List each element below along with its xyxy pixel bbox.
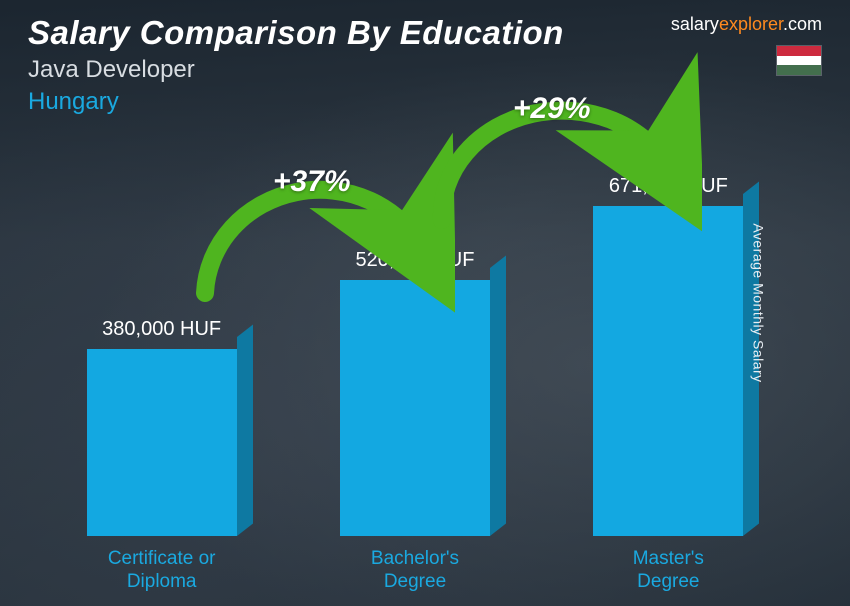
bar bbox=[87, 349, 237, 536]
bar-group: 520,000 HUF bbox=[313, 170, 516, 536]
flag-icon bbox=[776, 45, 822, 76]
flag-stripe-3 bbox=[777, 65, 821, 75]
title-block: Salary Comparison By Education Java Deve… bbox=[28, 14, 564, 116]
bar-group: 380,000 HUF bbox=[60, 170, 263, 536]
bar-chart: 380,000 HUF 520,000 HUF 671,000 HUF bbox=[60, 170, 770, 536]
brand-block: salaryexplorer.com bbox=[671, 14, 822, 76]
bar-side-face bbox=[490, 255, 506, 536]
bar-value-label: 520,000 HUF bbox=[356, 249, 475, 272]
bar bbox=[593, 206, 743, 536]
x-axis-labels: Certificate orDiploma Bachelor'sDegree Mas… bbox=[60, 547, 770, 595]
bar bbox=[340, 280, 490, 536]
y-axis-label: Average Monthly Salary bbox=[750, 223, 766, 382]
bar-group: 671,000 HUF bbox=[567, 170, 770, 536]
chart-subtitle: Java Developer bbox=[28, 56, 564, 84]
increase-pct-1: +37% bbox=[273, 165, 351, 199]
brand-logo: salaryexplorer.com bbox=[671, 14, 822, 35]
x-axis-label: Certificate orDiploma bbox=[60, 547, 263, 595]
bar-value-label: 380,000 HUF bbox=[102, 318, 221, 341]
header: Salary Comparison By Education Java Deve… bbox=[28, 14, 822, 116]
chart-title: Salary Comparison By Education bbox=[28, 14, 564, 52]
bar-front-face bbox=[593, 206, 743, 536]
bar-side-face bbox=[237, 324, 253, 536]
brand-part-2: explorer bbox=[719, 14, 783, 34]
bar-front-face bbox=[340, 280, 490, 536]
increase-pct-2: +29% bbox=[513, 92, 591, 126]
brand-part-3: .com bbox=[783, 14, 822, 34]
x-axis-label: Bachelor'sDegree bbox=[313, 547, 516, 595]
bar-front-face bbox=[87, 349, 237, 536]
flag-stripe-1 bbox=[777, 46, 821, 56]
x-axis-label: Master'sDegree bbox=[567, 547, 770, 595]
flag-stripe-2 bbox=[777, 56, 821, 66]
bar-value-label: 671,000 HUF bbox=[609, 175, 728, 198]
brand-part-1: salary bbox=[671, 14, 719, 34]
chart-location: Hungary bbox=[28, 88, 564, 116]
